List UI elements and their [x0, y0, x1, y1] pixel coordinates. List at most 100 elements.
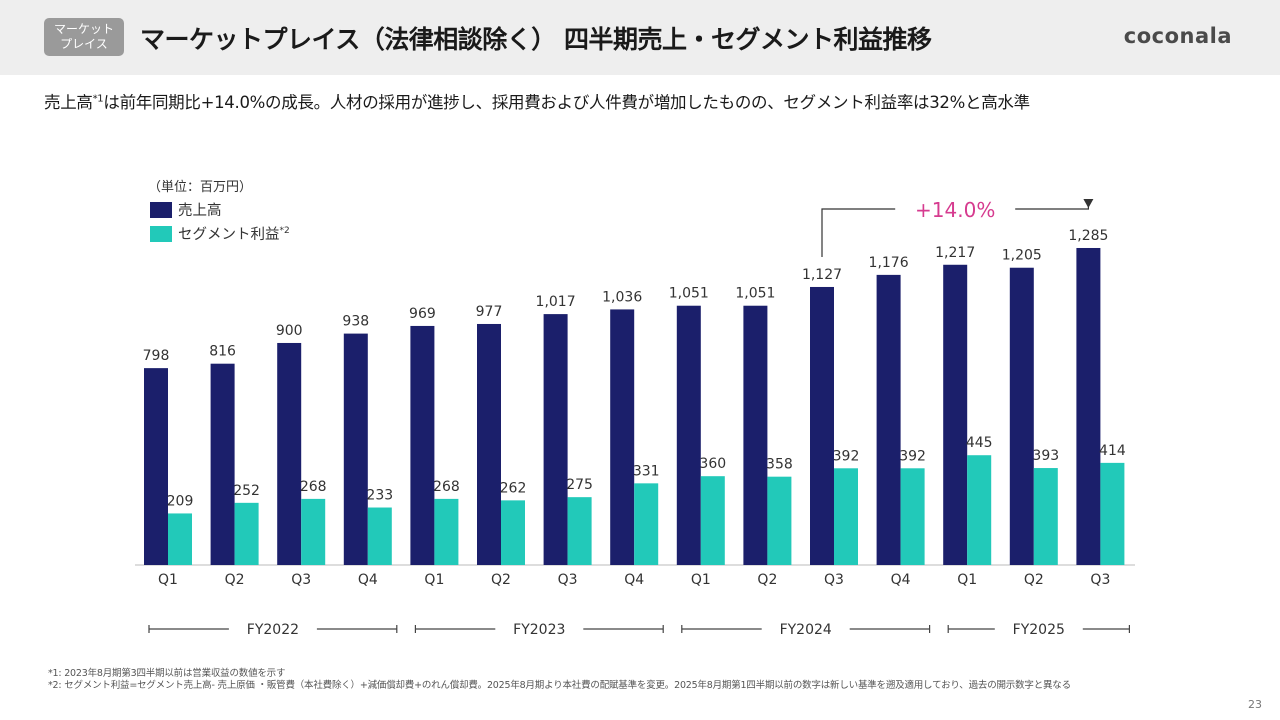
profit-bar: [434, 498, 459, 565]
revenue-data-label: 977: [476, 304, 503, 320]
revenue-data-label: 1,051: [735, 286, 775, 302]
legend-swatch-revenue: [150, 202, 172, 218]
revenue-data-label: 1,205: [1002, 248, 1042, 264]
x-tick-label: Q3: [1090, 572, 1110, 588]
revenue-data-label: 938: [342, 314, 369, 330]
footnote-2: *2: セグメント利益=セグメント売上高- 売上原価 ・販管費（本社費除く）+減…: [48, 680, 1071, 691]
x-tick-label: Q1: [691, 572, 711, 588]
page-number: 23: [1248, 698, 1262, 711]
revenue-bar: [543, 314, 568, 565]
x-tick-label: Q3: [558, 572, 578, 588]
header-bar: マーケット プレイス マーケットプレイス（法律相談除く） 四半期売上・セグメント…: [0, 0, 1280, 75]
profit-data-label: 414: [1099, 443, 1126, 459]
profit-data-label: 252: [233, 483, 260, 499]
profit-bar: [501, 500, 525, 565]
growth-annotation-label: +14.0%: [915, 198, 995, 222]
footnote-1: *1: 2023年8月期第3四半期以前は営業収益の数値を示す: [48, 668, 286, 679]
revenue-bar: [1076, 247, 1101, 566]
fiscal-year-label: FY2022: [247, 622, 299, 638]
fiscal-year-label: FY2025: [1013, 622, 1065, 638]
profit-data-label: 209: [167, 493, 194, 509]
growth-arrowhead: [1083, 198, 1094, 208]
revenue-bar: [210, 363, 235, 565]
footnotes: *1: 2023年8月期第3四半期以前は営業収益の数値を示す *2: セグメント…: [48, 668, 1071, 692]
x-tick-label: Q1: [158, 572, 178, 588]
fiscal-year-label: FY2023: [513, 622, 565, 638]
revenue-bar: [943, 264, 968, 565]
unit-label: （単位：百万円）: [148, 179, 252, 195]
profit-bar: [367, 507, 392, 565]
revenue-data-label: 1,051: [669, 286, 709, 302]
legend-label-revenue: 売上高: [178, 202, 222, 219]
page-title: マーケットプレイス（法律相談除く） 四半期売上・セグメント利益推移: [140, 25, 932, 54]
revenue-data-label: 798: [143, 348, 170, 364]
x-tick-label: Q4: [624, 572, 644, 588]
legend-swatch-profit: [150, 226, 172, 242]
section-badge: マーケット プレイス: [44, 18, 124, 56]
revenue-data-label: 1,036: [602, 289, 642, 305]
summary-part1: 売上高: [44, 93, 93, 112]
revenue-data-label: 1,017: [536, 294, 576, 310]
revenue-data-label: 1,217: [935, 245, 975, 261]
badge-line2: プレイス: [60, 37, 108, 51]
growth-arrow-line: [821, 208, 896, 257]
revenue-bar: [810, 286, 834, 565]
profit-data-label: 275: [566, 477, 593, 493]
revenue-data-label: 900: [276, 323, 303, 339]
profit-data-label: 268: [300, 479, 327, 495]
revenue-bar: [876, 274, 901, 565]
x-tick-label: Q3: [291, 572, 311, 588]
summary-part2: は前年同期比+14.0%の成長。人材の採用が進捗し、採用費および人件費が増加した…: [103, 93, 1030, 112]
profit-data-label: 233: [366, 488, 393, 504]
profit-bar: [834, 468, 858, 565]
profit-data-label: 445: [966, 435, 993, 451]
revenue-bar: [1009, 267, 1034, 565]
profit-bar: [301, 498, 326, 565]
profit-bar: [634, 483, 659, 565]
revenue-bar: [743, 305, 768, 565]
growth-arrow-line: [1015, 199, 1090, 210]
revenue-bar: [144, 368, 168, 565]
profit-data-label: 262: [500, 480, 527, 496]
profit-bar: [1033, 468, 1058, 565]
profit-data-label: 268: [433, 479, 460, 495]
x-tick-label: Q3: [824, 572, 844, 588]
revenue-bar: [610, 309, 635, 565]
profit-bar: [900, 468, 925, 565]
legend-label-profit: セグメント利益*2: [178, 226, 290, 243]
revenue-data-label: 816: [209, 344, 236, 360]
x-tick-label: Q2: [757, 572, 777, 588]
revenue-bar: [477, 323, 501, 565]
summary-text: 売上高*1は前年同期比+14.0%の成長。人材の採用が進捗し、採用費および人件費…: [44, 89, 1030, 113]
x-tick-label: Q4: [891, 572, 911, 588]
profit-data-label: 392: [899, 448, 926, 464]
profit-data-label: 360: [699, 456, 726, 472]
profit-data-label: 392: [833, 448, 860, 464]
profit-bar: [767, 476, 792, 565]
coconala-logo: coconala: [1123, 24, 1232, 48]
revenue-bar: [277, 342, 302, 565]
profit-bar: [234, 502, 259, 565]
badge-line1: マーケット: [53, 22, 114, 36]
fiscal-year-label: FY2024: [780, 622, 832, 638]
revenue-bar: [410, 325, 435, 565]
revenue-data-label: 1,285: [1068, 228, 1108, 244]
x-tick-label: Q1: [957, 572, 977, 588]
revenue-data-label: 969: [409, 306, 436, 322]
revenue-data-label: 1,176: [869, 255, 909, 271]
profit-data-label: 393: [1032, 448, 1059, 464]
profit-bar: [700, 476, 725, 565]
x-tick-label: Q2: [491, 572, 511, 588]
x-tick-label: Q1: [424, 572, 444, 588]
profit-bar: [567, 497, 592, 565]
profit-bar: [168, 513, 192, 565]
revenue-bar: [676, 305, 701, 565]
x-tick-label: Q2: [225, 572, 245, 588]
profit-data-label: 331: [633, 463, 660, 479]
revenue-data-label: 1,127: [802, 267, 842, 283]
summary-footnote-ref: *1: [92, 93, 104, 105]
revenue-bar: [343, 333, 368, 565]
x-tick-label: Q4: [358, 572, 378, 588]
profit-bar: [967, 455, 992, 565]
profit-bar: [1100, 462, 1125, 565]
